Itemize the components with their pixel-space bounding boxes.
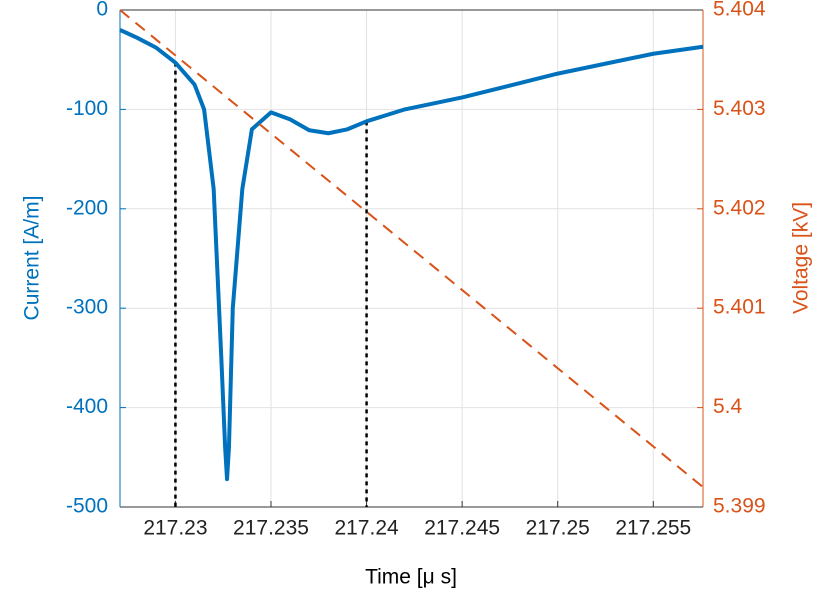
x-tick-label: 217.235 bbox=[233, 517, 309, 540]
x-tick-label: 217.255 bbox=[615, 517, 691, 540]
y-tick-label: -200 bbox=[66, 196, 108, 219]
y2-tick-label: 5.403 bbox=[713, 97, 766, 120]
x-tick-label: 217.24 bbox=[334, 517, 399, 540]
x-axis-label: Time [μ s] bbox=[365, 566, 457, 589]
x-tick-label: 217.25 bbox=[526, 517, 590, 540]
series-line bbox=[119, 9, 704, 488]
y-tick-label: -400 bbox=[66, 395, 108, 418]
y2-tick-label: 5.4 bbox=[713, 395, 743, 418]
y2-tick-label: 5.399 bbox=[713, 495, 766, 518]
y2-tick-label: 5.402 bbox=[713, 196, 766, 219]
x-tick-label: 217.245 bbox=[424, 517, 500, 540]
y2-tick-label: 5.401 bbox=[713, 296, 766, 319]
y-tick-label: -500 bbox=[66, 495, 108, 518]
y2-axis-label: Voltage [kV] bbox=[790, 202, 813, 314]
y2-tick-label: 5.404 bbox=[713, 0, 766, 21]
x-tick-label: 217.23 bbox=[143, 517, 207, 540]
y-axis-label: Current [A/m] bbox=[21, 196, 44, 321]
y-tick-label: 0 bbox=[96, 0, 108, 21]
y-tick-label: -100 bbox=[66, 97, 108, 120]
y-tick-label: -300 bbox=[66, 296, 108, 319]
series-line bbox=[119, 28, 704, 482]
